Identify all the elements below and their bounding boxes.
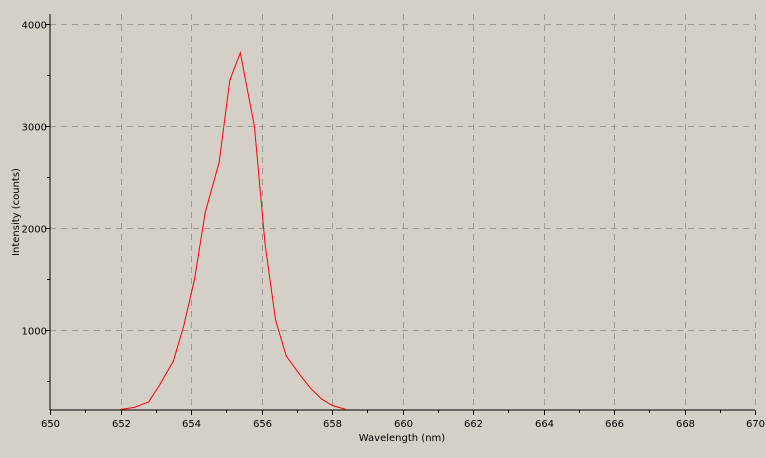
x-tick-label: 652 — [112, 419, 131, 430]
y-axis-ticks: 1000 2000 3000 4000 — [22, 21, 50, 382]
y-axis-label: Intensity (counts) — [11, 168, 22, 256]
series-layer — [120, 50, 347, 410]
x-axis-label: Wavelength (nm) — [359, 433, 445, 444]
x-tick-label: 656 — [253, 419, 272, 430]
y-tick-label: 3000 — [22, 123, 47, 134]
x-tick-label: 658 — [323, 419, 342, 430]
x-tick-label: 666 — [605, 419, 624, 430]
x-tick-label: 650 — [41, 419, 60, 430]
x-tick-label: 660 — [394, 419, 413, 430]
x-axis-ticks: 650 652 654 656 658 660 662 664 666 668 670 — [41, 410, 765, 430]
y-tick-label: 2000 — [22, 225, 47, 236]
x-tick-label: 664 — [535, 419, 554, 430]
y-tick-label: 1000 — [22, 327, 47, 338]
x-tick-label: 662 — [464, 419, 483, 430]
y-tick-label: 4000 — [22, 21, 47, 32]
x-tick-label: 668 — [676, 419, 695, 430]
x-tick-label: 670 — [746, 419, 765, 430]
x-tick-label: 654 — [182, 419, 201, 430]
spectrum-line — [120, 50, 347, 410]
grid-layer — [50, 14, 756, 410]
